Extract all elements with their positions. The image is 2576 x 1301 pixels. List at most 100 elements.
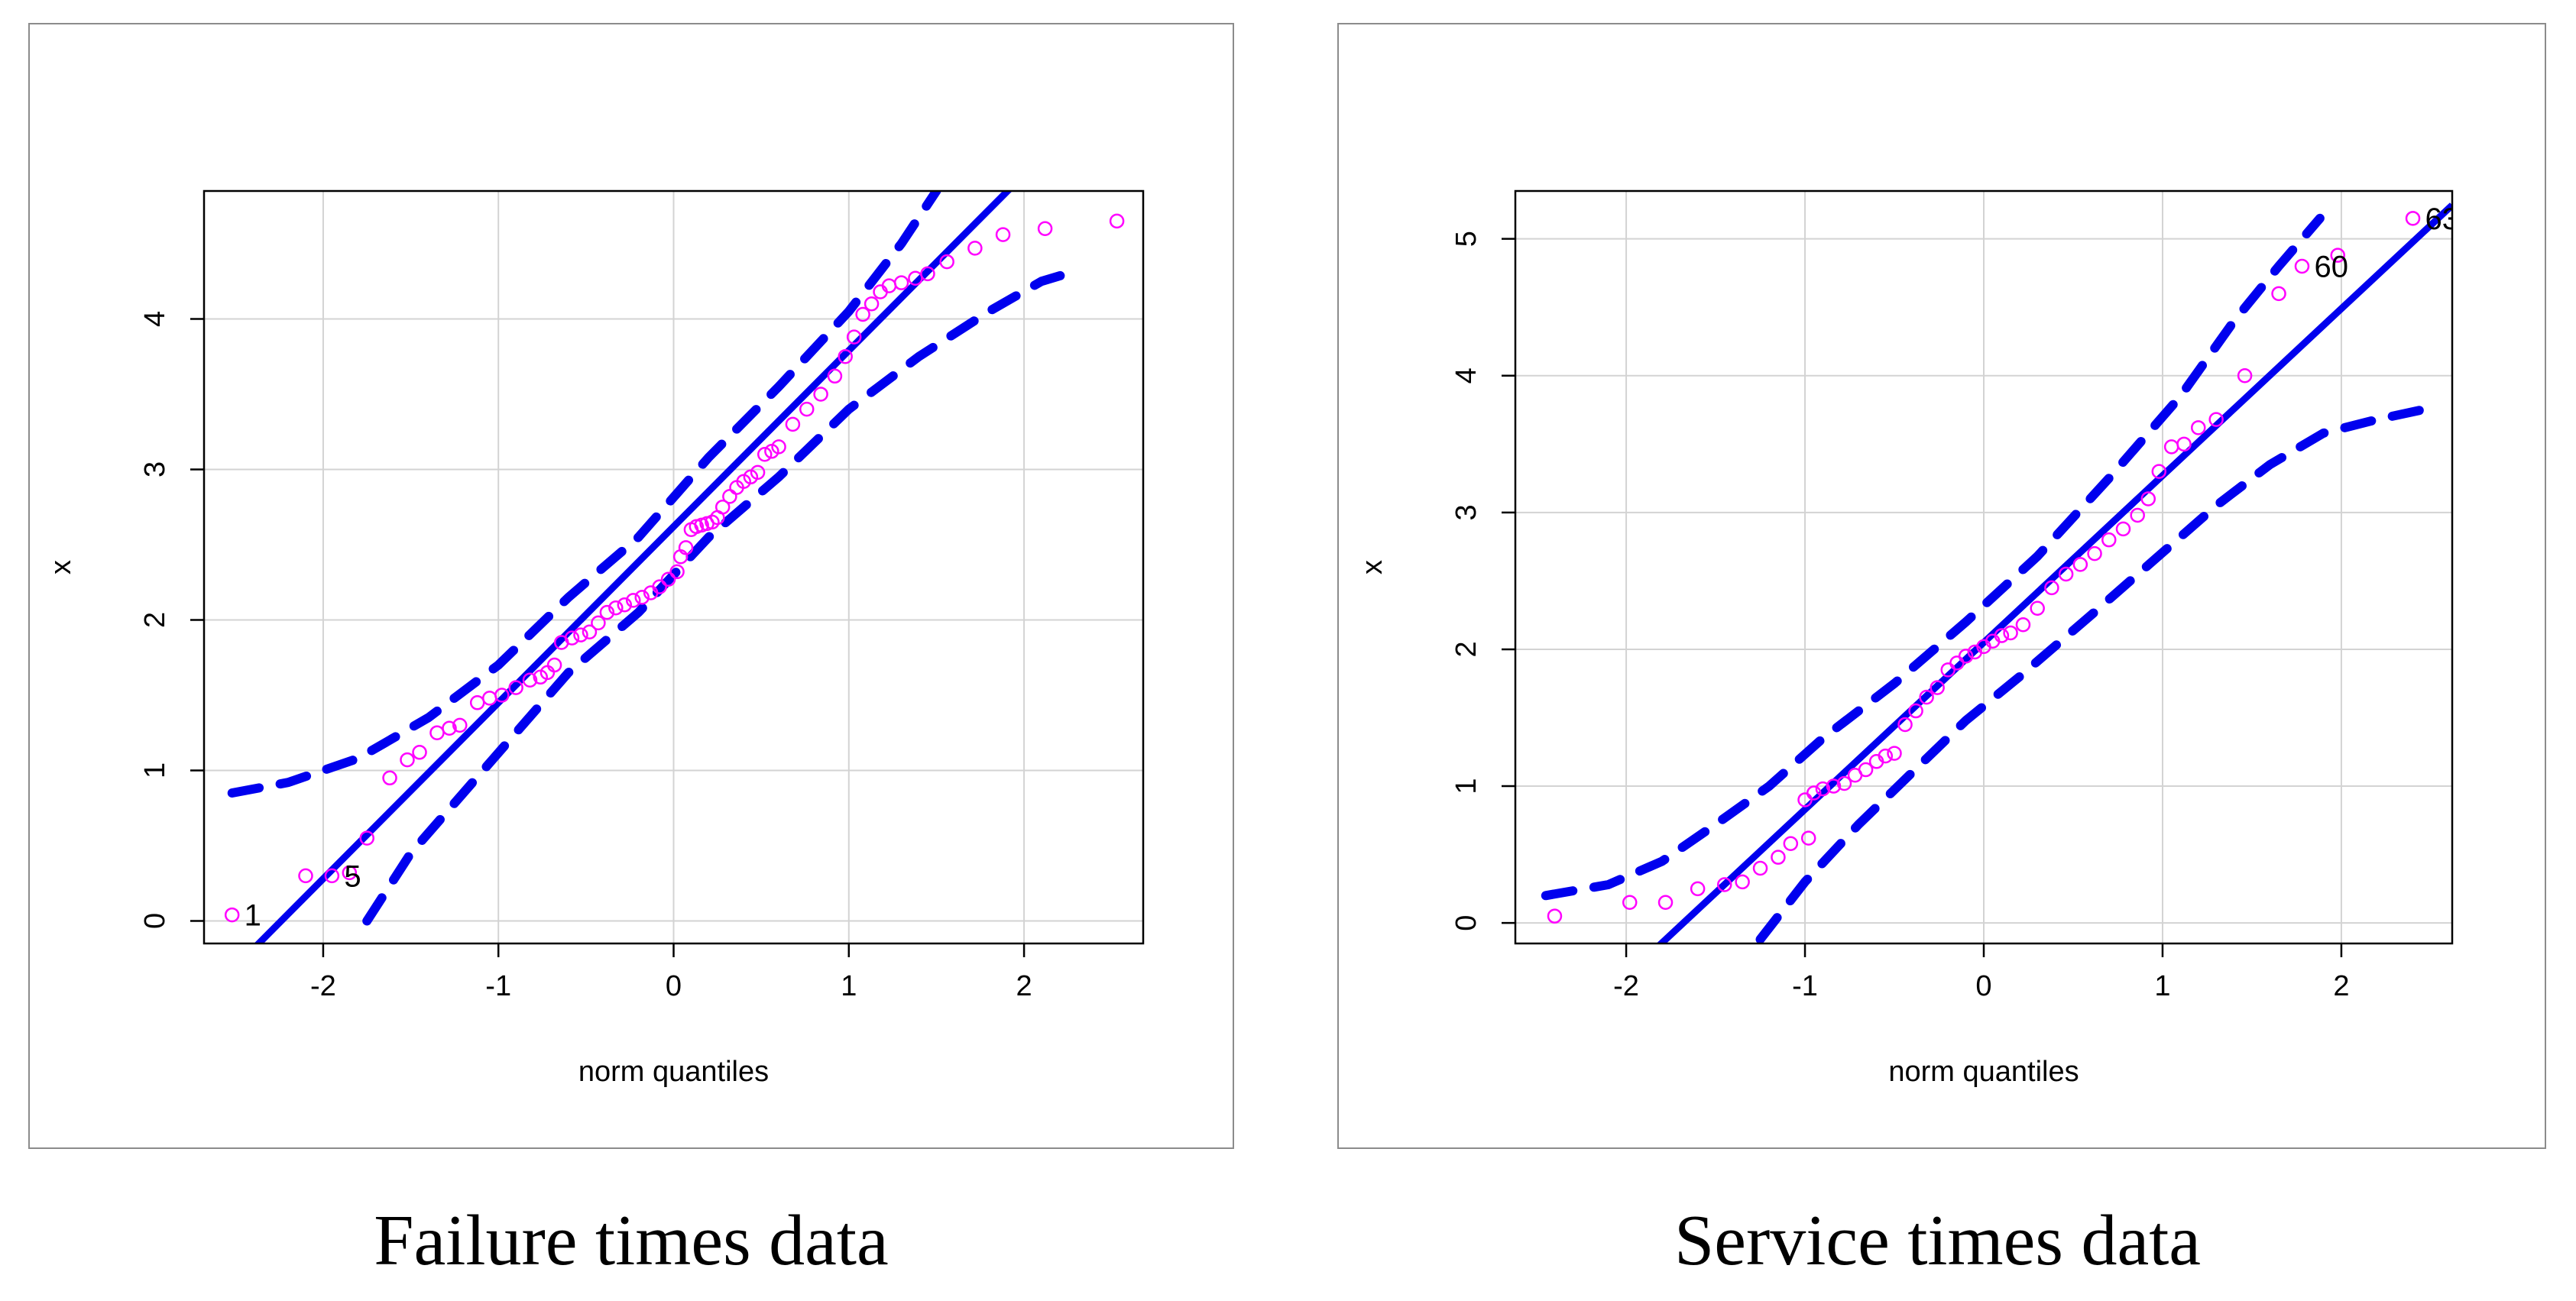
data-point: [2151, 464, 2167, 479]
data-point: [967, 241, 983, 256]
data-point: [2208, 412, 2224, 427]
data-point: [2237, 368, 2253, 384]
x-tick-label: -2: [310, 970, 336, 1002]
x-tick-label: 1: [841, 970, 857, 1002]
data-point: [2072, 557, 2088, 572]
data-point: [400, 752, 415, 768]
data-point: [564, 630, 580, 646]
data-point: [591, 615, 606, 631]
data-point: [546, 657, 562, 673]
y-tick-label: 5: [1450, 231, 1482, 247]
x-tick-label: 2: [1016, 970, 1032, 1002]
data-point: [1771, 850, 1786, 865]
data-point: [855, 306, 870, 322]
data-point: [785, 416, 801, 432]
data-point: [469, 695, 485, 710]
y-tick-label: 0: [1450, 915, 1482, 931]
data-point: [1908, 703, 1923, 719]
data-point: [1657, 895, 1674, 911]
data-point: [771, 439, 786, 455]
data-point: [382, 770, 397, 786]
data-point: [573, 627, 588, 642]
data-point: [1994, 628, 2010, 643]
data-point: [2191, 420, 2206, 435]
data-point: [757, 447, 773, 462]
confidence-envelope-lower: [362, 266, 1081, 926]
data-point: [522, 672, 538, 688]
data-point: [2044, 580, 2059, 596]
confidence-envelope-lower: [1755, 405, 2427, 943]
point-label: 60: [2314, 251, 2348, 284]
data-point: [1547, 908, 1563, 924]
data-point: [1716, 877, 1732, 892]
data-point: [864, 296, 880, 312]
data-point: [1958, 649, 1974, 664]
data-point: [298, 868, 313, 884]
caption-failure-times: Failure times data: [374, 1201, 889, 1280]
data-point: [1800, 830, 1816, 846]
plot-area: 60 63: [1541, 202, 2452, 943]
data-point: [1826, 778, 1842, 794]
data-point: [1037, 221, 1053, 236]
data-point: [995, 227, 1011, 242]
data-point: [1836, 775, 1852, 791]
reference-line: [1656, 202, 2452, 943]
data-point: [2030, 600, 2045, 616]
data-point: [2140, 491, 2156, 506]
data-point: [342, 865, 358, 881]
data-point: [1858, 762, 1874, 778]
y-tick-label: 3: [139, 461, 171, 477]
data-point: [846, 329, 862, 345]
data-point: [2003, 625, 2018, 641]
y-tick-label: 1: [139, 762, 171, 778]
plot-area: 15: [224, 191, 1125, 943]
confidence-envelope-upper: [1541, 213, 2325, 901]
data-point: [652, 579, 667, 594]
data-point: [2130, 507, 2145, 523]
data-point: [599, 604, 615, 620]
data-point: [634, 590, 650, 605]
data-point: [750, 464, 766, 481]
qq-plot-failure-times: 1 5 -2 -1 0 1 2 0 1 2 3 4 norm quantiles x: [28, 23, 1234, 1149]
data-point: [2294, 258, 2310, 274]
data-point: [608, 600, 624, 616]
data-point: [920, 266, 935, 282]
data-point: [2330, 248, 2346, 263]
data-point: [939, 254, 954, 270]
x-tick-label: 0: [666, 970, 682, 1002]
data-point: [678, 540, 694, 555]
data-point: [2405, 211, 2421, 226]
data-point: [1806, 785, 1822, 801]
point-label: 5: [344, 859, 361, 893]
x-tick-label: 2: [2333, 970, 2349, 1002]
data-point: [2101, 532, 2117, 548]
data-point: [714, 499, 731, 515]
data-point: [1897, 717, 1913, 733]
data-point: [1735, 874, 1750, 890]
data-point: [452, 717, 468, 733]
data-point: [1622, 895, 1638, 911]
x-tick-label: 0: [1975, 970, 1991, 1002]
data-point: [1109, 213, 1125, 229]
data-point: [1887, 746, 1902, 761]
data-point: [1783, 836, 1799, 852]
data-point: [660, 571, 676, 587]
x-tick-label: -2: [1613, 970, 1639, 1002]
data-point: [1815, 781, 1831, 797]
x-tick-label: -1: [1792, 970, 1818, 1002]
data-point: [1690, 881, 1706, 897]
data-point: [617, 597, 633, 613]
qq-plot-svg: 60 63 -2 -1 0 1 2 0 1 2 3 4 5 norm quantiles x: [1356, 189, 2454, 1088]
data-point: [442, 720, 457, 736]
y-tick-label: 4: [139, 311, 171, 327]
data-point: [838, 348, 853, 364]
x-tick-label: -1: [485, 970, 511, 1002]
y-axis-label: x: [45, 560, 77, 574]
data-point: [582, 624, 598, 639]
data-point: [224, 907, 240, 923]
data-point: [2271, 286, 2286, 302]
y-tick-label: 4: [1450, 367, 1482, 384]
data-point: [626, 593, 641, 608]
data-point: [2087, 545, 2102, 562]
